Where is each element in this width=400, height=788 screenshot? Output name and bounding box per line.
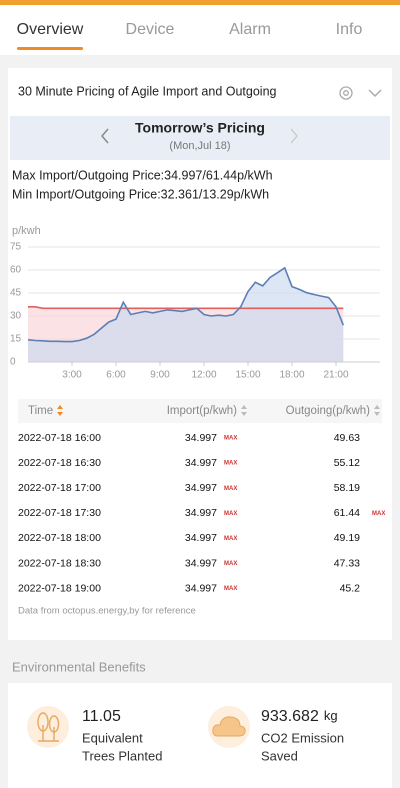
x-tick-label: 15:00 xyxy=(235,370,260,381)
series-area xyxy=(28,267,344,362)
x-tick-label: 3:00 xyxy=(62,370,82,381)
co2-label: Saved xyxy=(261,748,298,763)
tab[interactable]: Overview xyxy=(17,21,84,38)
cell-import: 34.997 xyxy=(185,432,217,444)
y-tick-label: 0 xyxy=(10,357,16,368)
co2-value: 933.682 kg xyxy=(261,708,338,725)
column-header[interactable]: Outgoing(p/kwh) xyxy=(286,405,371,417)
cell-outgoing: 61.44 xyxy=(334,507,360,519)
trees-value: 11.05 xyxy=(82,708,121,725)
min-price: Min Import/Outgoing Price:32.361/13.29p/… xyxy=(12,187,269,201)
x-tick-label: 9:00 xyxy=(150,370,170,381)
y-tick-label: 45 xyxy=(10,288,22,299)
table-header xyxy=(18,399,382,423)
tab[interactable]: Info xyxy=(336,21,363,38)
cell-outgoing: 55.12 xyxy=(334,457,360,469)
tab-bar xyxy=(0,5,400,55)
pricing-heading: Tomorrow’s Pricing xyxy=(135,120,265,136)
pricing-date: (Mon,Jul 18) xyxy=(169,140,230,152)
y-tick-label: 75 xyxy=(10,242,22,253)
x-tick-label: 6:00 xyxy=(106,370,126,381)
cell-import: 34.997 xyxy=(185,582,217,594)
cell-outgoing: 49.63 xyxy=(334,432,360,444)
sort-icon xyxy=(374,405,380,416)
cell-time: 2022-07-18 17:30 xyxy=(18,507,101,519)
tab[interactable]: Alarm xyxy=(229,21,271,38)
max-tag: MAX xyxy=(224,586,237,592)
sort-icon xyxy=(241,405,247,416)
next-day[interactable] xyxy=(290,128,298,144)
x-tick-label: 21:00 xyxy=(323,370,348,381)
collapse-icon[interactable] xyxy=(368,89,382,98)
max-tag: MAX xyxy=(224,486,237,492)
pricing-nav xyxy=(10,116,390,160)
cell-time: 2022-07-18 17:00 xyxy=(18,482,101,494)
cell-import: 34.997 xyxy=(185,482,217,494)
column-header[interactable]: Import(p/kwh) xyxy=(167,405,237,417)
trees-label: Trees Planted xyxy=(82,748,162,763)
status-bar xyxy=(0,0,400,5)
prev-day[interactable] xyxy=(101,128,109,144)
co2-label: CO2 Emission xyxy=(261,730,344,745)
cell-import: 34.997 xyxy=(185,457,217,469)
section-heading: Environmental Benefits xyxy=(12,659,146,674)
cell-import: 34.997 xyxy=(185,557,217,569)
y-tick-label: 60 xyxy=(10,265,22,276)
trees-label: Equivalent xyxy=(82,730,143,745)
cell-outgoing: 49.19 xyxy=(334,532,360,544)
series-line xyxy=(27,266,345,343)
series-line xyxy=(28,306,344,310)
co2-number: 933.682 xyxy=(261,708,319,725)
sort-icon xyxy=(57,412,63,416)
cell-outgoing: 45.2 xyxy=(340,582,361,594)
sort-icon xyxy=(57,405,63,409)
y-axis-label: p/kwh xyxy=(12,225,41,237)
max-tag: MAX xyxy=(224,436,237,442)
max-tag: MAX xyxy=(224,511,237,517)
cloud-icon xyxy=(212,716,246,737)
tree-icon-bg xyxy=(27,706,69,748)
cell-import: 34.997 xyxy=(185,532,217,544)
cell-time: 2022-07-18 18:30 xyxy=(18,557,101,569)
card-title: 30 Minute Pricing of Agile Import and Ou… xyxy=(18,84,277,98)
footnote: Data from octopus.energy,by for referenc… xyxy=(18,606,196,617)
cell-time: 2022-07-18 18:00 xyxy=(18,532,101,544)
cell-import: 34.997 xyxy=(185,507,217,519)
max-tag: MAX xyxy=(224,536,237,542)
tree-icon xyxy=(37,712,60,742)
x-tick-label: 18:00 xyxy=(279,370,304,381)
benefits-card xyxy=(8,683,392,788)
cell-outgoing: 47.33 xyxy=(334,557,360,569)
cell-outgoing: 58.19 xyxy=(334,482,360,494)
x-tick-label: 12:00 xyxy=(191,370,216,381)
y-tick-label: 30 xyxy=(10,311,22,322)
cell-time: 2022-07-18 16:00 xyxy=(18,432,101,444)
cell-time: 2022-07-18 16:30 xyxy=(18,457,101,469)
max-tag: MAX xyxy=(224,461,237,467)
tab[interactable]: Device xyxy=(126,21,175,38)
y-tick-label: 15 xyxy=(10,334,22,345)
co2-unit: kg xyxy=(324,708,338,723)
cell-time: 2022-07-18 19:00 xyxy=(18,582,101,594)
max-tag: MAX xyxy=(224,561,237,567)
max-price: Max Import/Outgoing Price:34.997/61.44p/… xyxy=(12,168,273,182)
active-tab-indicator xyxy=(17,47,83,50)
max-tag: MAX xyxy=(372,511,385,517)
column-header[interactable]: Time xyxy=(28,405,53,417)
settings-icon[interactable] xyxy=(339,86,353,100)
